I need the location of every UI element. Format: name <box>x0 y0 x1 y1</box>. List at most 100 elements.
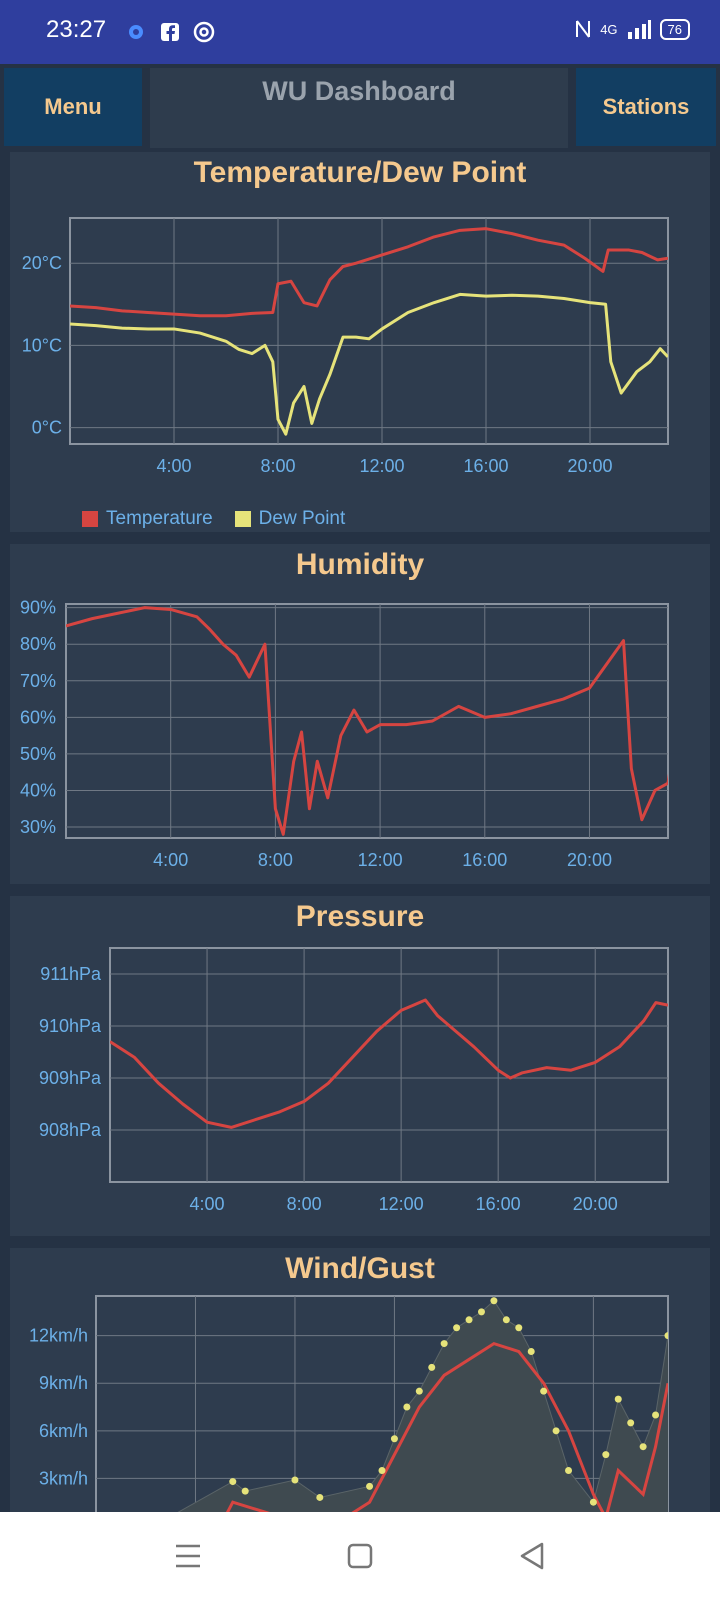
y-tick-label: 9km/h <box>39 1373 88 1393</box>
plot-frame <box>65 603 669 839</box>
humidity-panel: Humidity 90% 80% 70% 60% 50% 40% 30% 4:00 8:00 12… <box>10 544 710 884</box>
y-tick-label: 910hPa <box>39 1016 102 1036</box>
x-tick-label: 16:00 <box>476 1194 521 1214</box>
x-tick-label: 12:00 <box>379 1194 424 1214</box>
x-tick-label: 12:00 <box>358 850 403 870</box>
pressure-chart: 911hPa 910hPa 909hPa 908hPa 4:00 8:00 12:00 16:… <box>39 947 669 1214</box>
series-group <box>110 998 668 1129</box>
x-tick-label: 20:00 <box>573 1194 618 1214</box>
gust-point <box>378 1466 386 1474</box>
series-line-temperature <box>70 227 668 318</box>
gust-point <box>477 1308 485 1316</box>
temperature-dewpoint-chart: 20°C 10°C 0°C 4:00 8:00 12:00 16:00 20:00 <box>22 217 669 476</box>
legend-item-temperature[interactable]: Temperature <box>82 508 213 530</box>
y-tick-label: 6km/h <box>39 1421 88 1441</box>
humidity-chart: 90% 80% 70% 60% 50% 40% 30% 4:00 8:00 12:00 16:00 2… <box>20 598 669 870</box>
signal-4g-icon <box>627 20 651 39</box>
status-bar: 23:27 4G 76 <box>0 0 720 64</box>
gust-point <box>552 1427 560 1435</box>
gust-point <box>490 1297 498 1305</box>
y-tick-label: 10°C <box>22 335 62 355</box>
y-tick-label: 80% <box>20 634 56 654</box>
gust-point <box>241 1487 249 1495</box>
y-tick-label: 0°C <box>32 418 62 438</box>
gust-point <box>540 1387 548 1395</box>
plot-frame <box>69 217 669 445</box>
y-tick-label: 50% <box>20 744 56 764</box>
system-navigation-bar <box>0 1512 720 1600</box>
legend-swatch <box>82 511 98 527</box>
status-right: 4G 76 <box>574 18 690 40</box>
gust-point <box>440 1340 448 1348</box>
wind-gust-panel: Wind/Gust 12km/h 9km/h 6km/h 3km/h <box>10 1248 710 1512</box>
legend-item-dew-point[interactable]: Dew Point <box>234 508 346 530</box>
chart-legend: Temperature Dew Point <box>82 508 345 530</box>
wind-gust-chart: 12km/h 9km/h 6km/h 3km/h <box>29 1295 669 1512</box>
y-tick-label: 909hPa <box>39 1068 102 1088</box>
gust-point <box>390 1435 398 1443</box>
app-header: Menu WU Dashboard Stations <box>0 64 720 150</box>
status-time: 23:27 <box>46 16 107 43</box>
chart-title: Humidity <box>295 548 425 581</box>
y-tick-label: 3km/h <box>39 1468 88 1488</box>
x-tick-label: 4:00 <box>156 456 191 476</box>
facebook-icon <box>161 23 179 41</box>
gust-point <box>527 1348 535 1356</box>
x-tick-label: 20:00 <box>567 456 612 476</box>
y-tick-label: 40% <box>20 780 56 800</box>
gust-point <box>565 1466 573 1474</box>
legend-label: Dew Point <box>258 508 346 529</box>
gust-point <box>664 1332 668 1340</box>
gust-point <box>502 1316 510 1324</box>
plot-frame <box>109 947 669 1183</box>
recents-menu-icon[interactable] <box>166 1534 210 1578</box>
nfc-icon <box>576 20 591 38</box>
chart-title: Wind/Gust <box>285 1252 435 1285</box>
back-triangle-icon[interactable] <box>510 1534 554 1578</box>
y-tick-label: 911hPa <box>40 964 102 984</box>
gust-point <box>316 1493 324 1501</box>
series-group <box>177 1297 668 1512</box>
menu-button[interactable]: Menu <box>4 68 142 146</box>
gust-point <box>291 1476 299 1484</box>
series-group <box>66 606 668 836</box>
x-tick-label: 20:00 <box>567 850 612 870</box>
gust-point <box>614 1395 622 1403</box>
legend-swatch <box>234 511 251 527</box>
y-tick-label: 30% <box>20 817 56 837</box>
series-line-dew-point <box>70 292 668 436</box>
page-title: WU Dashboard <box>150 68 568 148</box>
gust-point <box>639 1443 647 1451</box>
pressure-panel: Pressure 911hPa 910hPa 909hPa 908hPa 4:00 8:0… <box>10 896 710 1236</box>
x-tick-label: 16:00 <box>463 456 508 476</box>
chrome-icon <box>193 21 215 43</box>
y-tick-label: 70% <box>20 671 56 691</box>
series-line-wind <box>225 1341 668 1512</box>
x-tick-label: 12:00 <box>359 456 404 476</box>
y-tick-label: 20°C <box>22 253 62 273</box>
home-square-icon[interactable] <box>338 1534 382 1578</box>
gust-point <box>627 1419 635 1427</box>
legend-label: Temperature <box>106 508 213 529</box>
x-tick-label: 8:00 <box>258 850 293 870</box>
gust-point <box>229 1478 237 1486</box>
gust-point <box>589 1498 597 1506</box>
series-group <box>70 227 668 436</box>
y-tick-label: 60% <box>20 707 56 727</box>
x-tick-label: 4:00 <box>153 850 188 870</box>
stations-button[interactable]: Stations <box>576 68 716 146</box>
chart-title: Temperature/Dew Point <box>193 156 527 189</box>
gust-area <box>178 1300 668 1512</box>
gust-point <box>515 1324 523 1332</box>
chart-title: Pressure <box>295 900 425 933</box>
battery-indicator: 76 <box>659 18 690 40</box>
temperature-dewpoint-panel: Temperature/Dew Point 20°C 10°C 0°C 4:00 8:0… <box>10 152 710 532</box>
y-tick-label: 90% <box>20 598 56 618</box>
gust-point <box>415 1387 423 1395</box>
series-line-humidity <box>66 606 668 836</box>
x-tick-label: 8:00 <box>287 1194 322 1214</box>
gust-point <box>366 1482 374 1490</box>
x-tick-label: 4:00 <box>190 1194 225 1214</box>
x-tick-label: 16:00 <box>462 850 507 870</box>
series-line-pressure <box>110 998 668 1129</box>
